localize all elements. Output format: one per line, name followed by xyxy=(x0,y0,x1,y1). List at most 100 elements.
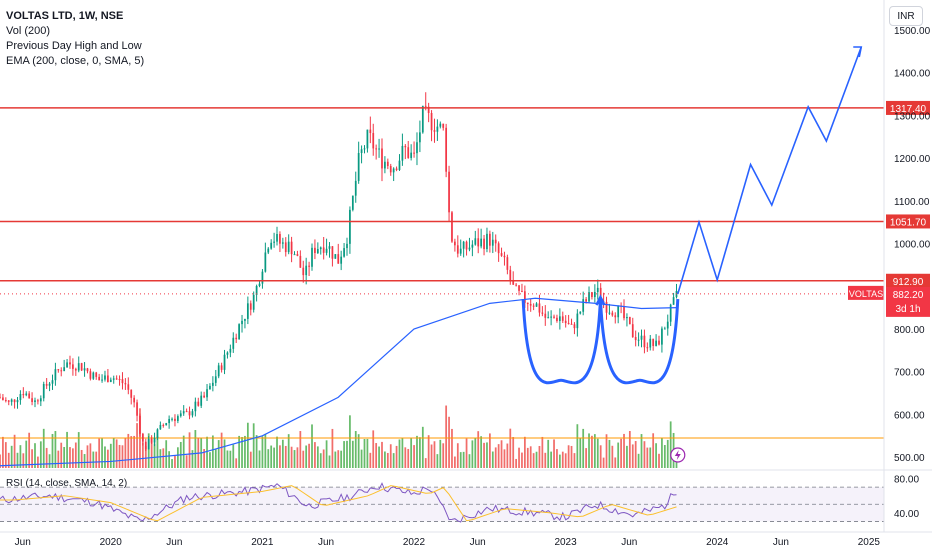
volume-bar xyxy=(375,443,378,468)
volume-bar xyxy=(366,438,369,468)
candle xyxy=(386,158,389,170)
candle xyxy=(171,417,173,422)
volume-bar xyxy=(340,450,343,468)
volume-bar xyxy=(427,435,430,468)
volume-bar xyxy=(658,453,660,468)
volume-bar xyxy=(518,447,520,468)
time-tick-label: Jun xyxy=(470,537,486,548)
volume-bar xyxy=(13,434,16,468)
candle xyxy=(468,237,471,252)
candle xyxy=(471,240,474,257)
candle xyxy=(351,195,354,212)
volume-bar xyxy=(646,447,649,468)
candle xyxy=(144,438,147,452)
candle xyxy=(293,251,296,256)
candle xyxy=(459,239,462,256)
candle xyxy=(506,254,509,275)
time-tick-label: Jun xyxy=(166,537,182,548)
candle xyxy=(474,230,477,246)
volume-bar xyxy=(605,434,608,468)
candle xyxy=(465,240,468,256)
time-tick-label: Jun xyxy=(15,537,31,548)
volume-bar xyxy=(92,451,95,468)
volume-bar xyxy=(121,445,124,468)
candle xyxy=(427,102,430,123)
volume-bar xyxy=(433,441,436,468)
candle xyxy=(13,399,16,409)
volume-bar xyxy=(456,443,459,468)
candle xyxy=(640,329,643,348)
cup-handle-drawing[interactable] xyxy=(521,46,863,463)
volume-bar xyxy=(421,426,424,468)
volume-bar xyxy=(238,435,240,468)
price-tick-label: 1100.00 xyxy=(894,197,930,208)
legend-prev-day-hl: Previous Day High and Low xyxy=(6,40,142,52)
volume-bar xyxy=(37,456,39,468)
volume-bar xyxy=(346,440,348,468)
price-tick-label: 1000.00 xyxy=(894,240,931,251)
volume-bar xyxy=(661,437,663,468)
volume-bar xyxy=(573,453,576,468)
candle xyxy=(241,314,243,333)
volume-bar xyxy=(226,450,229,468)
price-candles xyxy=(0,92,678,452)
horizontal-levels[interactable]: 1317.40 1051.70 912.90 VOLTAS 882.20 3d 1h xyxy=(0,100,930,317)
volume-bar xyxy=(66,431,68,468)
price-tick-label: 1400.00 xyxy=(894,69,931,80)
volume-bar xyxy=(162,448,165,468)
candle xyxy=(211,376,214,392)
candle xyxy=(646,342,649,352)
candle xyxy=(246,296,249,325)
candle xyxy=(133,395,136,408)
symbol-tag: VOLTAS xyxy=(849,289,883,299)
volume-bar xyxy=(547,439,550,468)
volume-bar xyxy=(206,436,208,468)
volume-bar xyxy=(503,449,506,468)
volume-bar xyxy=(541,436,544,468)
price-tick-label: 1200.00 xyxy=(894,154,931,165)
volume-bar xyxy=(354,431,357,468)
volume-bar xyxy=(465,438,468,468)
volume-bar xyxy=(89,443,92,468)
candle xyxy=(512,271,515,285)
candle xyxy=(290,236,293,263)
candle xyxy=(401,133,404,166)
candle xyxy=(445,123,448,178)
candle xyxy=(214,369,217,387)
volume-bar xyxy=(556,449,558,468)
candle xyxy=(419,120,421,153)
candle xyxy=(611,310,614,317)
candle xyxy=(249,300,252,316)
volume-bar xyxy=(611,445,614,468)
level-tag-bg xyxy=(886,273,930,288)
cup-curve[interactable] xyxy=(521,299,602,385)
volume-bar xyxy=(165,440,168,468)
volume-bar xyxy=(98,438,101,468)
volume-bar xyxy=(486,442,488,468)
cup-curve[interactable] xyxy=(598,299,680,385)
candle xyxy=(381,138,383,182)
candle xyxy=(287,234,290,255)
ema-200-line xyxy=(0,297,678,467)
candle xyxy=(54,362,57,386)
volume-bar xyxy=(416,435,418,468)
volume-bar xyxy=(398,439,401,468)
volume-bar xyxy=(156,436,159,468)
volume-bar xyxy=(54,431,57,468)
candle xyxy=(25,391,28,397)
currency-button[interactable]: INR xyxy=(889,6,923,26)
volume-bar xyxy=(0,454,1,468)
candle xyxy=(34,397,36,408)
volume-bar xyxy=(404,447,407,468)
candle xyxy=(529,298,532,312)
candle xyxy=(115,375,118,380)
volume-bar xyxy=(454,456,456,468)
volume-bar xyxy=(74,442,77,468)
volume-bar xyxy=(564,453,567,468)
candle xyxy=(270,239,273,250)
candle xyxy=(74,367,77,376)
projection-path[interactable] xyxy=(677,46,863,295)
volume-bar xyxy=(459,452,462,468)
candle xyxy=(7,399,10,406)
